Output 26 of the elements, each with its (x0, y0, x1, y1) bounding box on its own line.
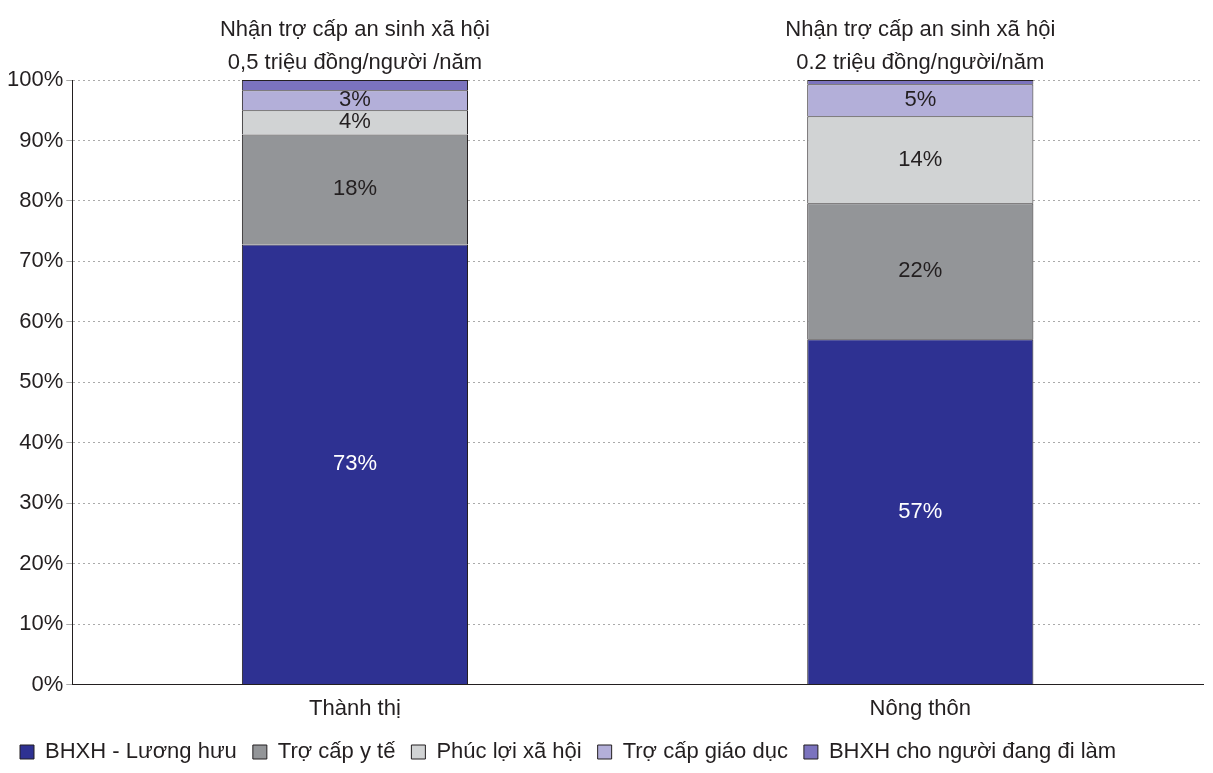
legend-label: Trợ cấp giáo dục (622, 738, 788, 764)
y-tick-label: 60% (19, 307, 64, 333)
y-tick-label: 80% (19, 186, 64, 212)
text: Nhận trợ cấp an sinh xã hội 0.2 triệu đồng/người/năm (785, 16, 1056, 74)
y-tick-label: 20% (19, 549, 64, 575)
y-tick-label: 100% (6, 66, 64, 92)
y-tick-label: 70% (19, 247, 64, 273)
data-label: 57% (898, 497, 943, 523)
y-tick-label: 40% (19, 428, 64, 454)
legend-label: Phúc lợi xã hội (436, 738, 582, 764)
y-tick-label: 90% (19, 126, 64, 152)
y-tick-label: 50% (19, 368, 64, 394)
data-label: 22% (898, 257, 943, 283)
legend-label: BHXH cho người đang đi làm (828, 738, 1117, 764)
legend-label: BHXH - Lương hưu (45, 738, 237, 764)
y-tick-label: 30% (19, 489, 64, 515)
data-label: 73% (332, 450, 377, 476)
data-label: 18% (332, 175, 377, 201)
data-label: 14% (898, 145, 943, 171)
text: Nhận trợ cấp an sinh xã hội 0,5 triệu đồng/người /năm (219, 16, 490, 74)
x-tick-label: Thành thị (309, 694, 401, 720)
legend-label: Trợ cấp y tế (277, 738, 396, 764)
y-tick-label: 10% (19, 610, 64, 636)
y-tick-label: 0% (31, 670, 64, 696)
x-tick-label: Nông thôn (869, 694, 972, 720)
data-label: 5% (904, 86, 937, 112)
